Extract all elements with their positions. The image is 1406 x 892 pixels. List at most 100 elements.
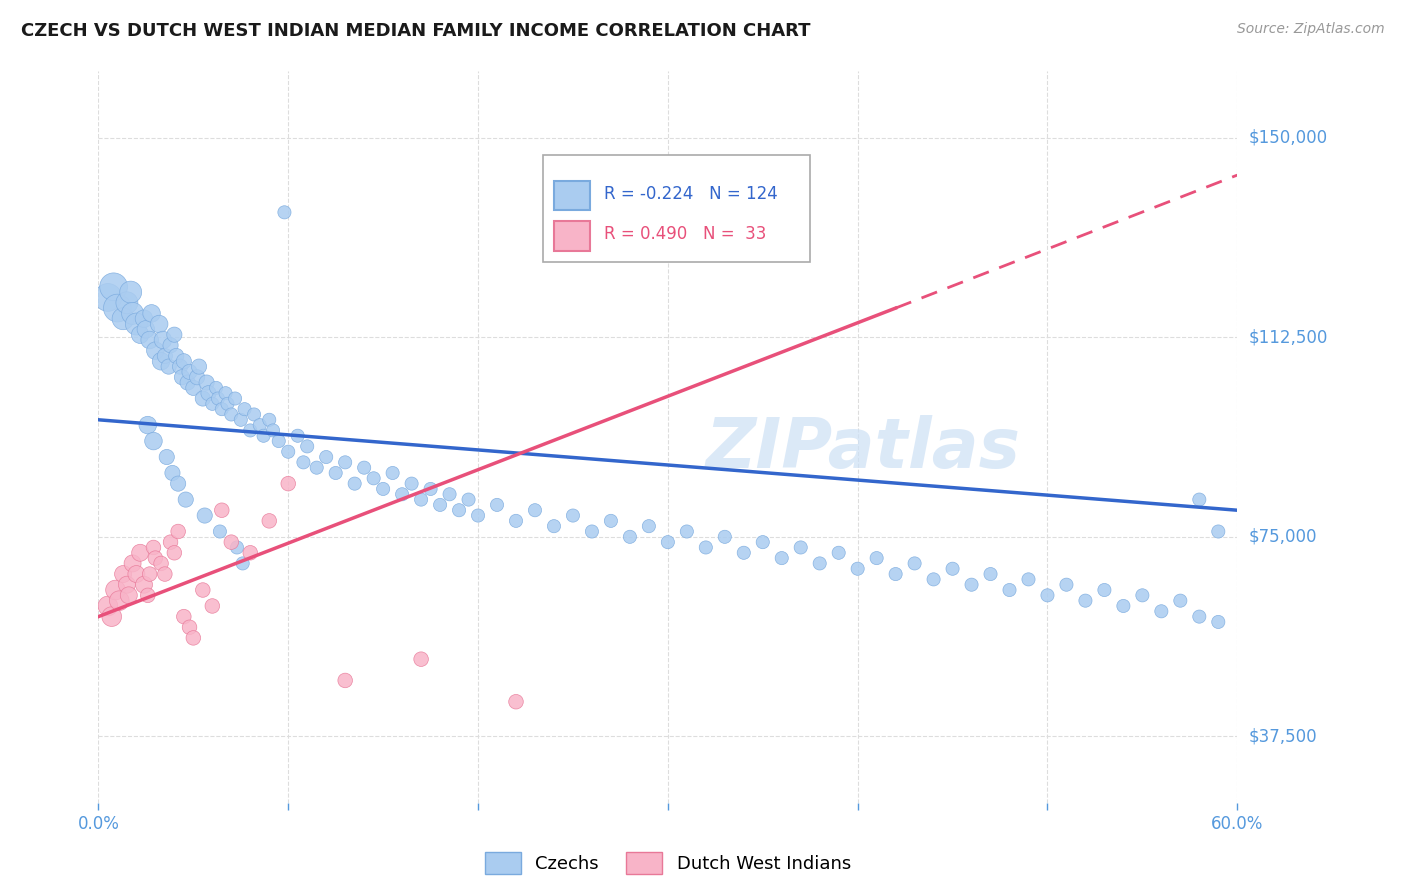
Point — [297, 439, 319, 453]
Point — [543, 519, 565, 533]
Point — [97, 599, 120, 613]
Point — [208, 524, 231, 539]
Point — [325, 466, 347, 480]
Point — [277, 444, 299, 458]
Point — [315, 450, 337, 464]
Point — [942, 562, 965, 576]
Point — [141, 306, 163, 320]
Legend: Czechs, Dutch West Indians: Czechs, Dutch West Indians — [478, 845, 858, 881]
Point — [100, 609, 122, 624]
Point — [221, 408, 243, 422]
Point — [150, 354, 173, 368]
Point — [1208, 615, 1230, 629]
Point — [790, 541, 813, 555]
Text: CZECH VS DUTCH WEST INDIAN MEDIAN FAMILY INCOME CORRELATION CHART: CZECH VS DUTCH WEST INDIAN MEDIAN FAMILY… — [21, 22, 811, 40]
Point — [165, 349, 187, 363]
Point — [273, 205, 295, 219]
Point — [159, 338, 181, 352]
Point — [1094, 582, 1116, 597]
Point — [1170, 593, 1192, 607]
Point — [505, 514, 527, 528]
Point — [232, 557, 254, 571]
Point — [163, 546, 186, 560]
Point — [277, 476, 299, 491]
Point — [176, 376, 198, 390]
Point — [884, 567, 907, 582]
Point — [179, 620, 201, 634]
Point — [226, 541, 249, 555]
Point — [239, 546, 262, 560]
Point — [381, 466, 404, 480]
Point — [259, 514, 281, 528]
Point — [1018, 573, 1040, 587]
Point — [249, 418, 271, 433]
FancyBboxPatch shape — [554, 221, 591, 251]
Point — [201, 397, 224, 411]
Point — [505, 695, 527, 709]
Point — [922, 573, 945, 587]
Point — [188, 359, 211, 374]
Point — [267, 434, 290, 448]
Point — [752, 535, 775, 549]
Point — [201, 599, 224, 613]
Point — [224, 392, 246, 406]
Point — [998, 582, 1021, 597]
Point — [167, 476, 190, 491]
Point — [186, 370, 208, 384]
Point — [159, 535, 181, 549]
Point — [138, 567, 160, 582]
Point — [156, 450, 179, 464]
Point — [1188, 609, 1211, 624]
Point — [1208, 524, 1230, 539]
Point — [142, 434, 165, 448]
Point — [676, 524, 699, 539]
Point — [183, 631, 205, 645]
Point — [229, 413, 252, 427]
Point — [581, 524, 603, 539]
Point — [148, 317, 170, 331]
Point — [115, 295, 138, 310]
Text: $75,000: $75,000 — [1249, 528, 1317, 546]
Point — [439, 487, 461, 501]
Point — [638, 519, 661, 533]
Point — [97, 290, 120, 304]
Point — [305, 460, 328, 475]
Point — [108, 593, 131, 607]
Point — [207, 392, 229, 406]
Point — [866, 551, 889, 566]
Point — [135, 322, 157, 336]
Point — [191, 582, 214, 597]
Point — [371, 482, 394, 496]
Point — [136, 588, 159, 602]
Point — [343, 476, 366, 491]
Point — [1036, 588, 1059, 602]
Point — [979, 567, 1001, 582]
Text: $112,500: $112,500 — [1249, 328, 1327, 346]
Point — [449, 503, 471, 517]
Point — [129, 327, 152, 342]
Text: R = -0.224   N = 124: R = -0.224 N = 124 — [605, 185, 778, 202]
Point — [162, 466, 184, 480]
Point — [1188, 492, 1211, 507]
Point — [292, 455, 315, 469]
Point — [363, 471, 385, 485]
Point — [150, 557, 173, 571]
Point — [125, 567, 148, 582]
Point — [353, 460, 375, 475]
Point — [252, 429, 274, 443]
Point — [121, 306, 143, 320]
Point — [335, 673, 357, 688]
Point — [170, 370, 193, 384]
Point — [169, 359, 191, 374]
Point — [217, 397, 239, 411]
Point — [136, 418, 159, 433]
Point — [118, 588, 141, 602]
Point — [524, 503, 547, 517]
Point — [120, 285, 142, 299]
Point — [157, 359, 180, 374]
Text: $37,500: $37,500 — [1249, 727, 1317, 746]
Point — [121, 557, 143, 571]
Point — [960, 577, 983, 591]
Point — [562, 508, 585, 523]
Point — [195, 376, 218, 390]
